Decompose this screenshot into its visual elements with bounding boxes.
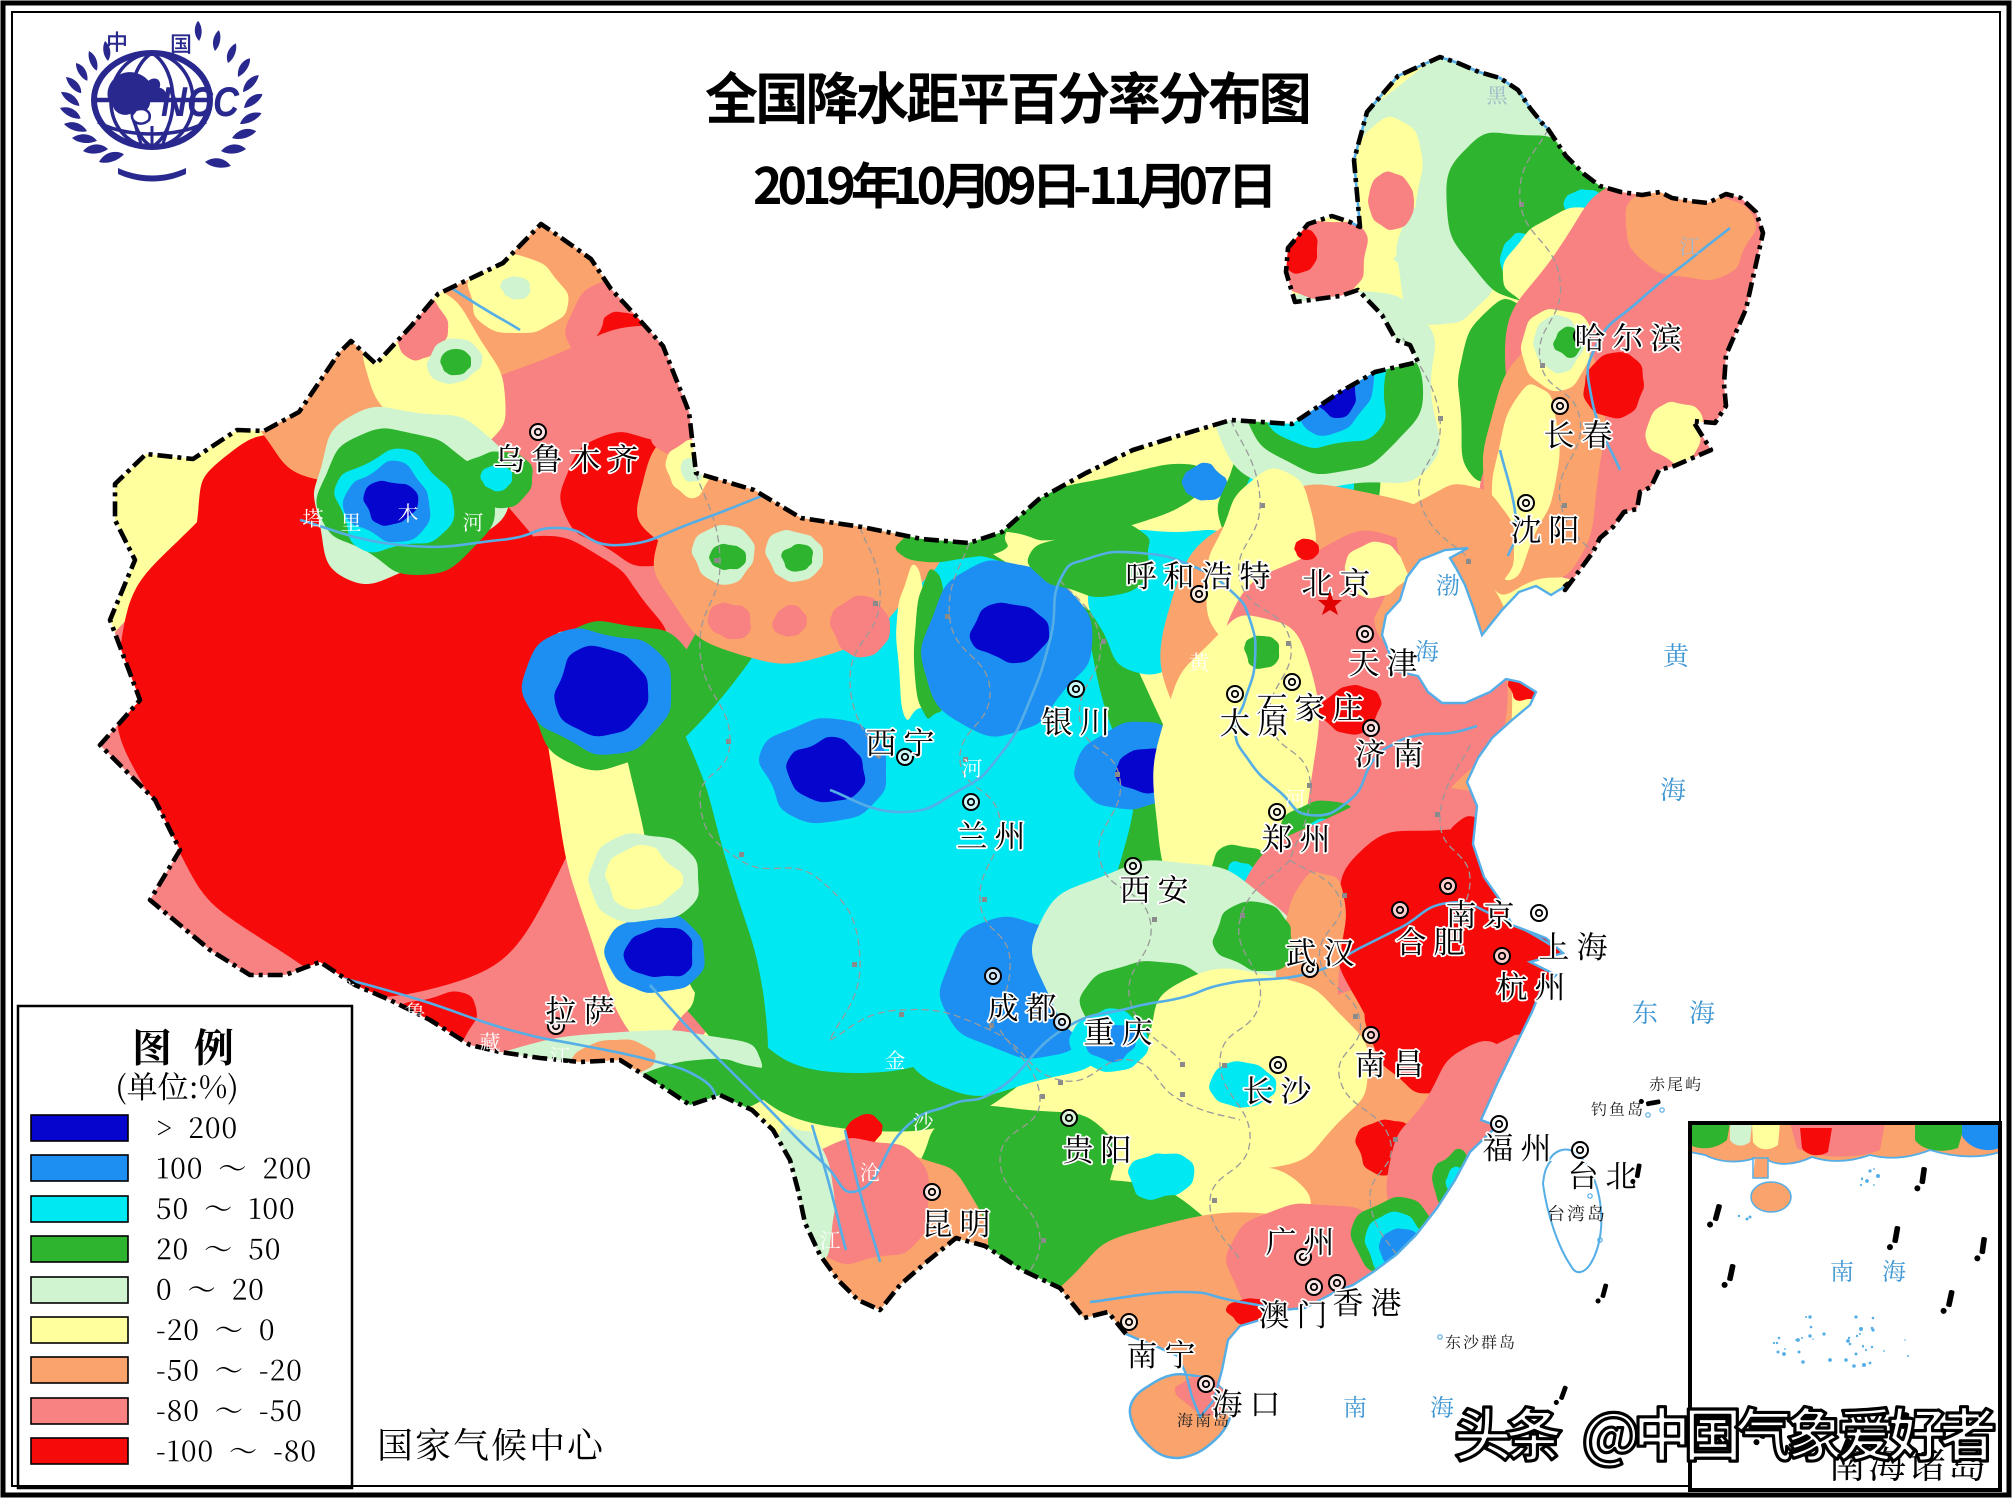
svg-text:NCC: NCC xyxy=(161,78,240,125)
